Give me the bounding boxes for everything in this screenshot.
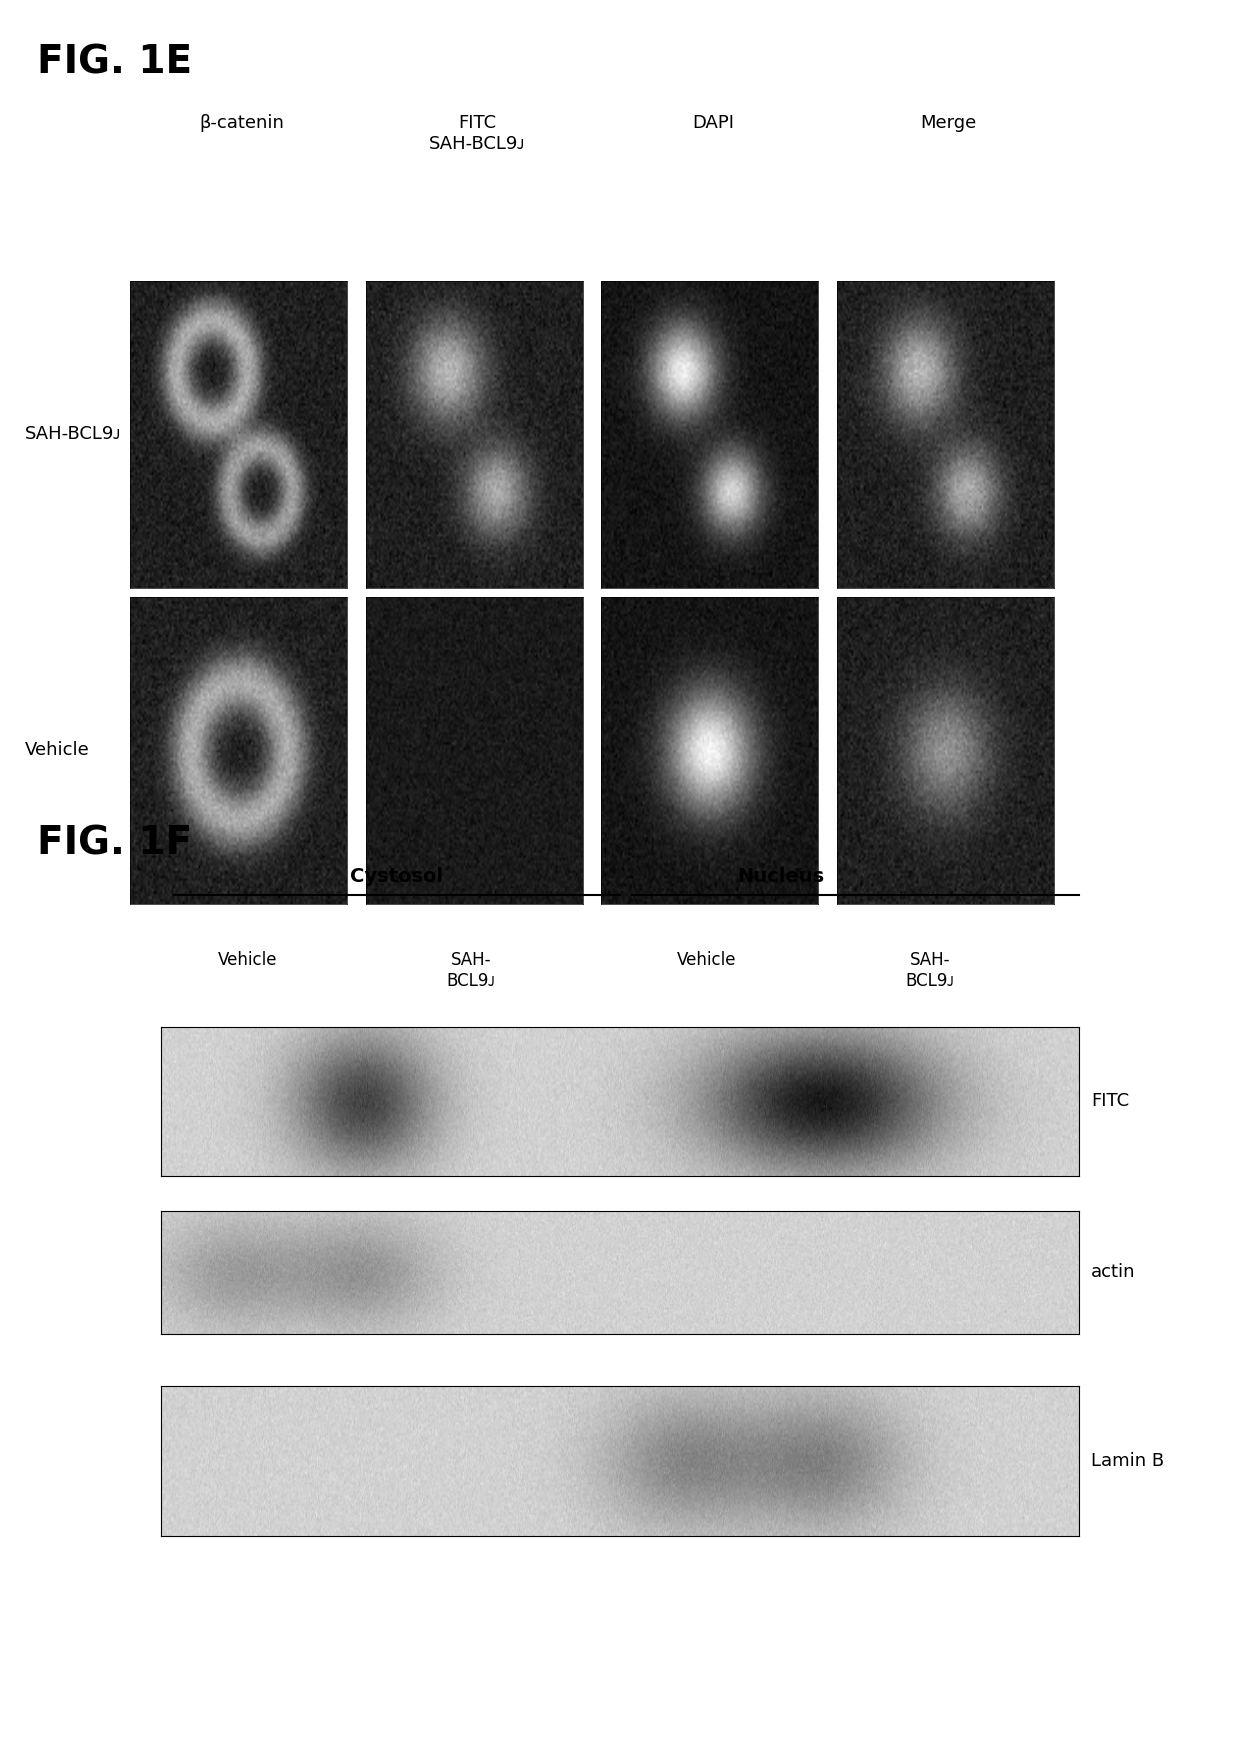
Text: SAH-BCL9ᴊ: SAH-BCL9ᴊ [25,425,122,444]
Text: Vehicle: Vehicle [218,951,278,969]
Text: FITC
SAH-BCL9ᴊ: FITC SAH-BCL9ᴊ [429,114,526,153]
Text: Merge: Merge [920,114,977,132]
Text: Vehicle: Vehicle [25,741,89,760]
Text: Cystosol: Cystosol [350,867,444,886]
Text: FIG. 1F: FIG. 1F [37,825,192,863]
Text: Lamin B: Lamin B [1091,1451,1164,1471]
Text: FIG. 1E: FIG. 1E [37,44,192,82]
Text: actin: actin [1091,1264,1136,1281]
Text: DAPI: DAPI [692,114,734,132]
Text: SAH-
BCL9ᴊ: SAH- BCL9ᴊ [905,951,955,990]
Text: FITC: FITC [1091,1092,1130,1111]
Text: Vehicle: Vehicle [677,951,737,969]
Text: SAH-
BCL9ᴊ: SAH- BCL9ᴊ [446,951,496,990]
Text: Nucleus: Nucleus [738,867,825,886]
Text: β-catenin: β-catenin [200,114,284,132]
